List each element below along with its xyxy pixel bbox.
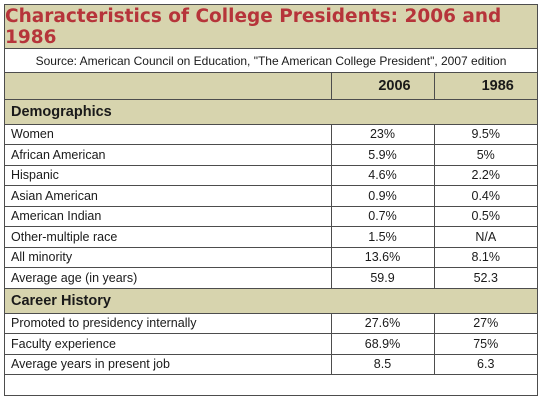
- table-frame: Characteristics of College Presidents: 2…: [4, 4, 538, 396]
- title-band: Characteristics of College Presidents: 2…: [5, 5, 537, 49]
- table-title: Characteristics of College Presidents: 2…: [5, 5, 502, 48]
- value-2006: 68.9%: [330, 333, 435, 355]
- value-2006: 1.5%: [330, 226, 435, 248]
- table-row: Average years in present job 8.5 6.3: [5, 353, 537, 375]
- value-2006: 0.7%: [330, 205, 435, 227]
- row-label: All minority: [5, 246, 332, 268]
- row-label: African American: [5, 144, 332, 166]
- row-label: Average age (in years): [5, 267, 332, 289]
- value-1986: 0.5%: [433, 205, 537, 227]
- table-row: All minority 13.6% 8.1%: [5, 246, 537, 268]
- value-1986: 2.2%: [433, 164, 537, 186]
- table-row: Faculty experience 68.9% 75%: [5, 333, 537, 355]
- value-2006: 8.5: [330, 353, 435, 375]
- value-1986: 75%: [433, 333, 537, 355]
- value-2006: 23%: [330, 123, 435, 145]
- value-2006: 13.6%: [330, 246, 435, 268]
- row-label: Faculty experience: [5, 333, 332, 355]
- value-1986: 6.3: [433, 353, 537, 375]
- table-row: Average age (in years) 59.9 52.3: [5, 267, 537, 289]
- row-label: Asian American: [5, 185, 332, 207]
- value-2006: 27.6%: [330, 312, 435, 334]
- value-2006: 5.9%: [330, 144, 435, 166]
- section-title: Demographics: [5, 98, 537, 125]
- header-blank-cell: [5, 73, 332, 100]
- data-table: 2006 1986 Demographics Women 23% 9.5% Af…: [5, 73, 537, 375]
- section-header-career-history: Career History: [5, 287, 537, 314]
- value-2006: 59.9: [330, 267, 435, 289]
- table-row: Other-multiple race 1.5% N/A: [5, 226, 537, 248]
- value-1986: 5%: [433, 144, 537, 166]
- column-header-1986: 1986: [433, 73, 537, 100]
- value-1986: 9.5%: [433, 123, 537, 145]
- section-header-demographics: Demographics: [5, 98, 537, 125]
- value-1986: 52.3: [433, 267, 537, 289]
- value-1986: 8.1%: [433, 246, 537, 268]
- value-1986: 27%: [433, 312, 537, 334]
- row-label: Hispanic: [5, 164, 332, 186]
- value-2006: 4.6%: [330, 164, 435, 186]
- table-row: African American 5.9% 5%: [5, 144, 537, 166]
- row-label: Other-multiple race: [5, 226, 332, 248]
- table-row: Women 23% 9.5%: [5, 123, 537, 145]
- table-row: Promoted to presidency internally 27.6% …: [5, 312, 537, 334]
- source-line: Source: American Council on Education, "…: [5, 49, 537, 73]
- section-title: Career History: [5, 287, 537, 314]
- row-label: Average years in present job: [5, 353, 332, 375]
- table-row: Hispanic 4.6% 2.2%: [5, 164, 537, 186]
- year-header-row: 2006 1986: [5, 73, 537, 100]
- row-label: Women: [5, 123, 332, 145]
- row-label: Promoted to presidency internally: [5, 312, 332, 334]
- value-1986: 0.4%: [433, 185, 537, 207]
- table-row: Asian American 0.9% 0.4%: [5, 185, 537, 207]
- row-label: American Indian: [5, 205, 332, 227]
- value-2006: 0.9%: [330, 185, 435, 207]
- column-header-2006: 2006: [330, 73, 435, 100]
- table-row: American Indian 0.7% 0.5%: [5, 205, 537, 227]
- value-1986: N/A: [433, 226, 537, 248]
